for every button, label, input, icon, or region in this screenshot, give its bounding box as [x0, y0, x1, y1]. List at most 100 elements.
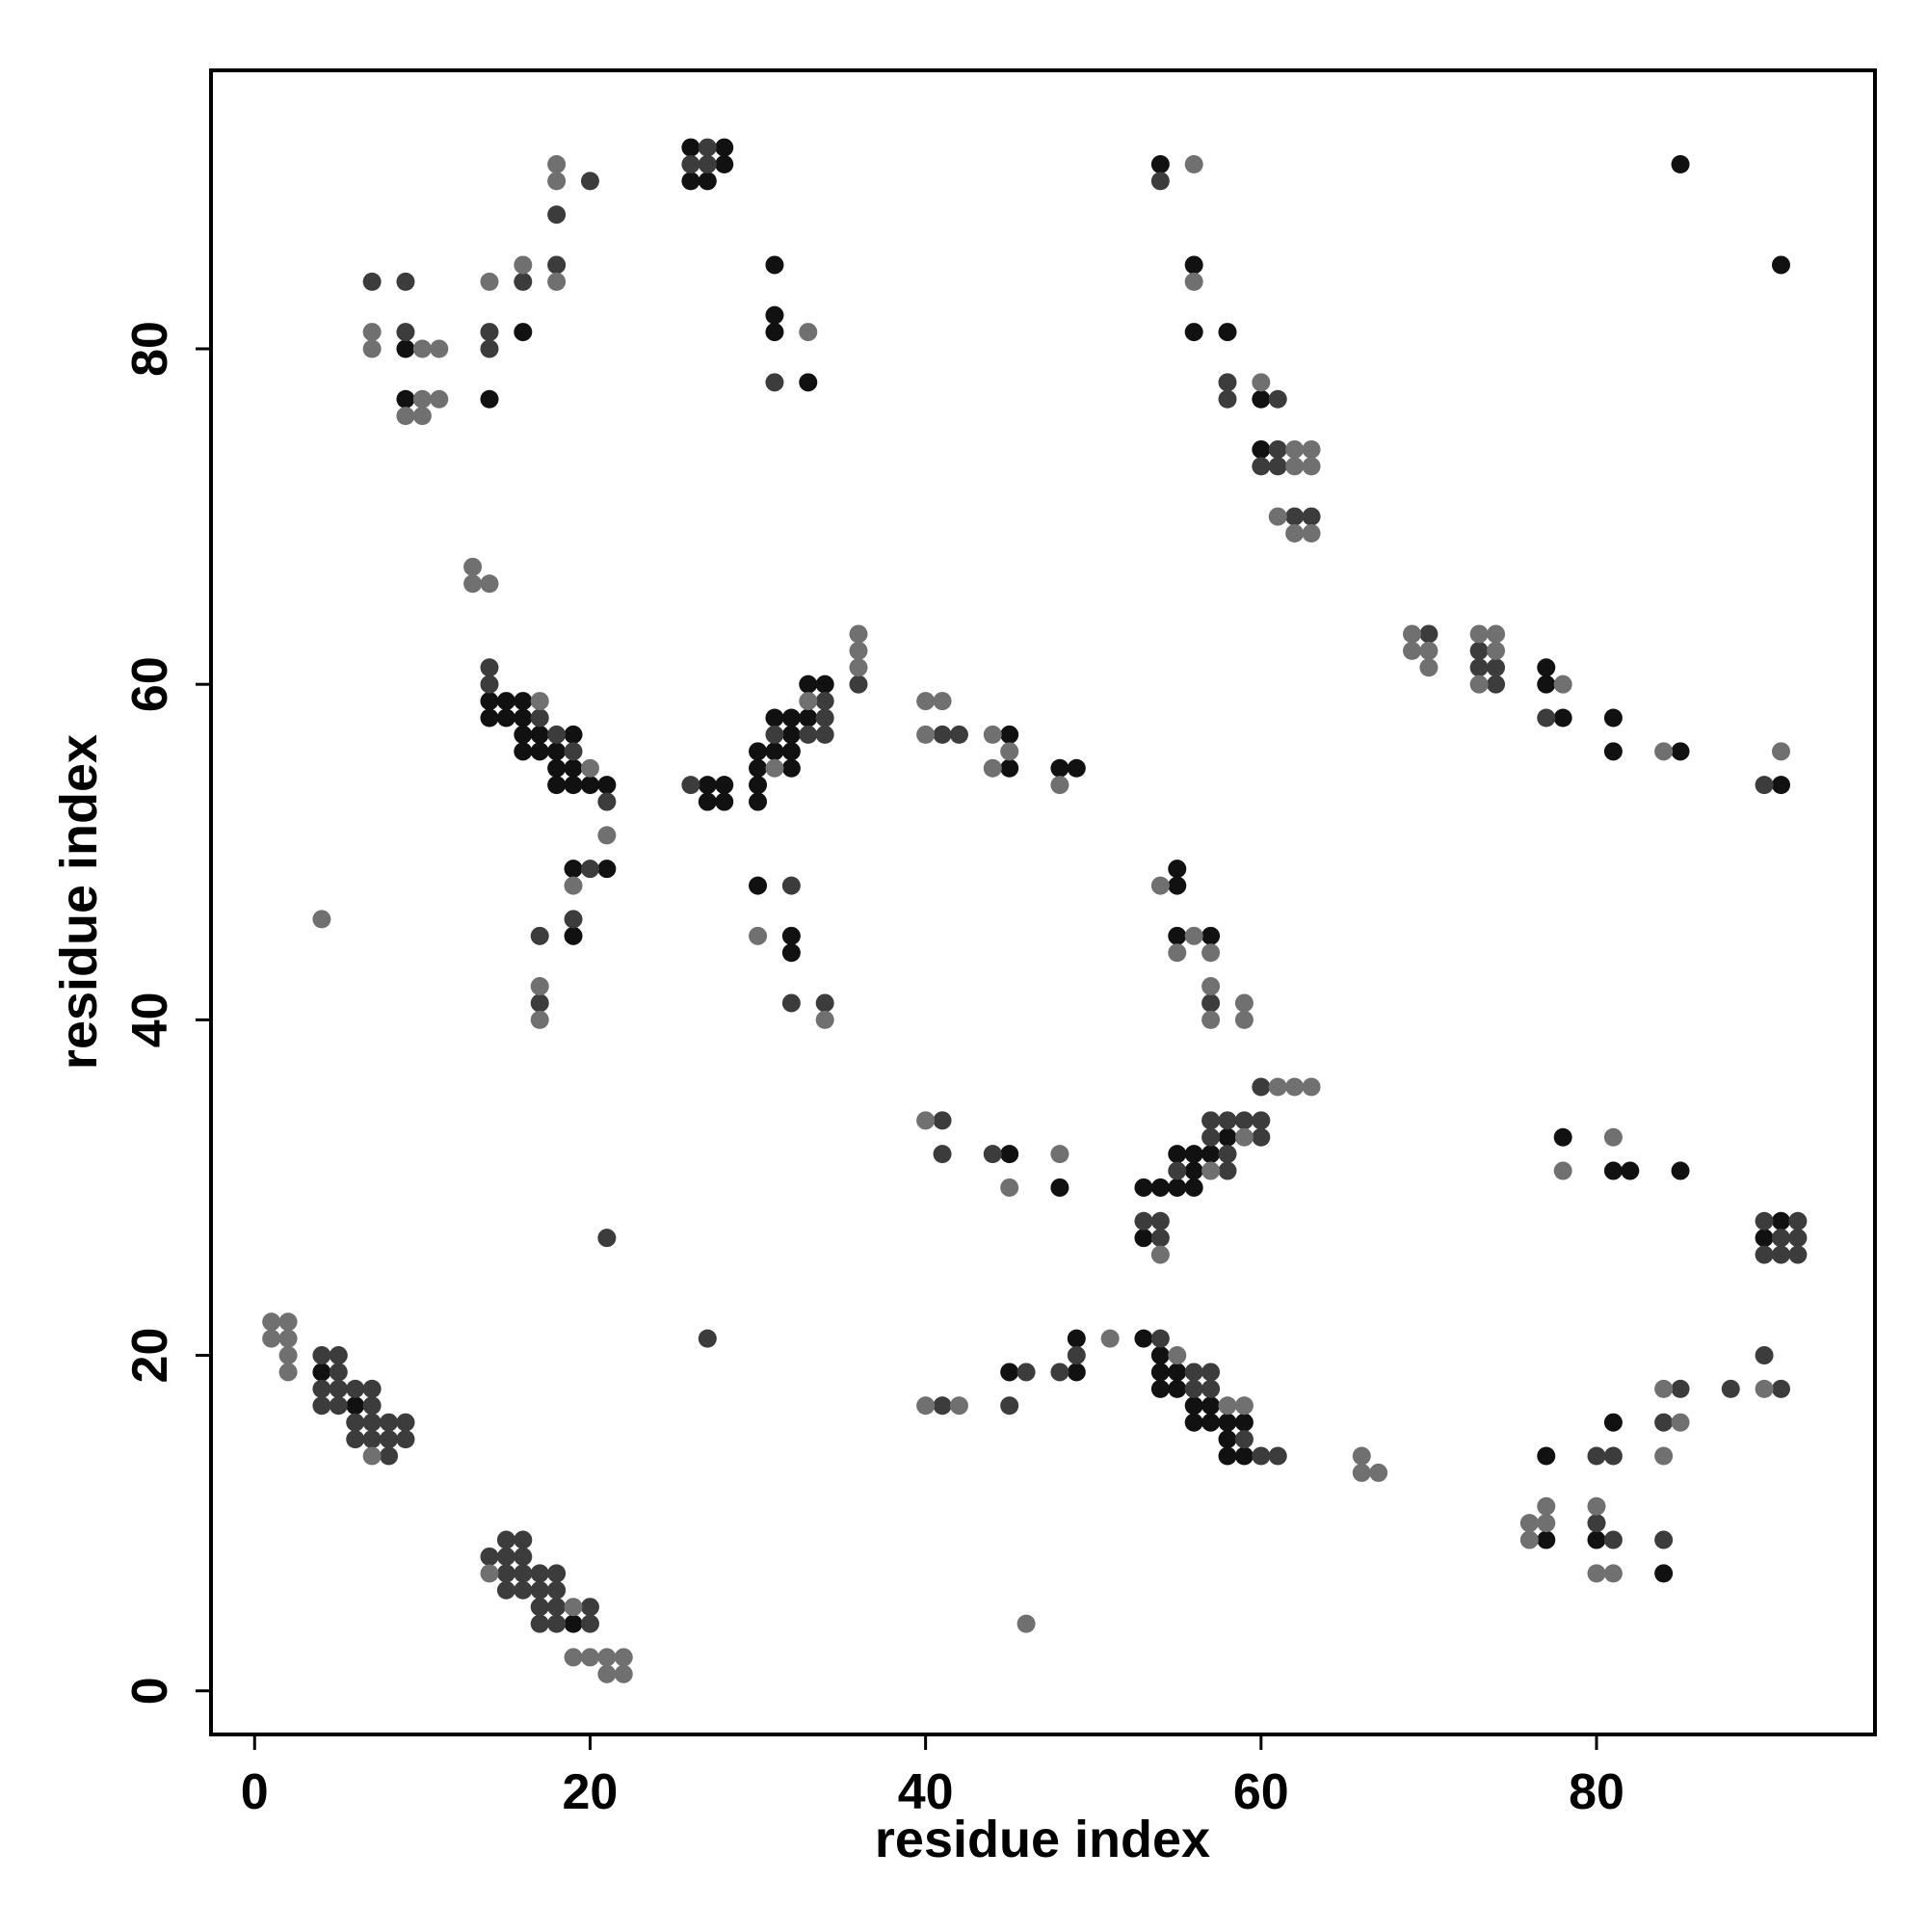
- scatter-point: [681, 776, 700, 795]
- scatter-point: [362, 1396, 382, 1416]
- scatter-point: [1352, 1446, 1371, 1466]
- scatter-point: [1772, 1379, 1791, 1398]
- y-tick-label: 40: [122, 992, 178, 1047]
- scatter-point: [380, 1446, 399, 1466]
- scatter-point: [514, 692, 533, 711]
- scatter-point: [1654, 1379, 1674, 1398]
- scatter-point: [346, 1430, 365, 1449]
- scatter-point: [564, 1614, 583, 1633]
- scatter-point: [1587, 1514, 1606, 1533]
- scatter-point: [1587, 1496, 1606, 1516]
- scatter-point: [1772, 1211, 1791, 1231]
- scatter-point: [799, 373, 818, 392]
- scatter-point: [380, 1413, 399, 1432]
- scatter-point: [1252, 373, 1271, 392]
- scatter-point: [564, 926, 583, 945]
- scatter-point: [597, 792, 617, 811]
- scatter-point: [715, 776, 734, 795]
- scatter-point: [1419, 624, 1439, 644]
- scatter-point: [1184, 154, 1203, 173]
- scatter-point: [1218, 1127, 1237, 1147]
- x-tick-label: 40: [898, 1764, 954, 1820]
- scatter-point: [715, 154, 734, 173]
- scatter-point: [1772, 742, 1791, 761]
- scatter-point: [1150, 1329, 1170, 1348]
- scatter-point: [799, 725, 818, 744]
- scatter-point: [312, 910, 331, 929]
- scatter-point: [1218, 1396, 1237, 1416]
- scatter-point: [514, 1530, 533, 1549]
- scatter-point: [1654, 742, 1674, 761]
- scatter-point: [799, 692, 818, 711]
- scatter-point: [1268, 439, 1287, 459]
- scatter-point: [1553, 675, 1572, 694]
- y-axis-title: residue index: [50, 734, 108, 1070]
- scatter-point: [715, 138, 734, 157]
- scatter-point: [1403, 624, 1422, 644]
- scatter-point: [1016, 1363, 1036, 1382]
- scatter-point: [1537, 658, 1556, 677]
- scatter-point: [698, 1329, 717, 1348]
- scatter-point: [514, 255, 533, 275]
- scatter-point: [1519, 1514, 1539, 1533]
- scatter-point: [580, 776, 599, 795]
- scatter-point: [1168, 1161, 1187, 1180]
- scatter-point: [362, 1413, 382, 1432]
- scatter-point: [547, 776, 567, 795]
- scatter-point: [1234, 1396, 1254, 1416]
- scatter-point: [1772, 776, 1791, 795]
- scatter-point: [480, 1547, 499, 1566]
- scatter-point: [597, 826, 617, 845]
- scatter-point: [781, 758, 801, 778]
- scatter-point: [496, 1530, 515, 1549]
- scatter-point: [1150, 1229, 1170, 1248]
- scatter-point: [1201, 1379, 1221, 1398]
- scatter-point: [1537, 708, 1556, 728]
- scatter-point: [1553, 1161, 1572, 1180]
- scatter-point: [1134, 1178, 1153, 1197]
- scatter-point: [765, 758, 784, 778]
- scatter-point: [1252, 439, 1271, 459]
- scatter-point: [1184, 926, 1203, 945]
- scatter-point: [597, 1229, 617, 1248]
- scatter-point: [312, 1379, 331, 1398]
- scatter-point: [1469, 641, 1489, 660]
- scatter-point: [1150, 1363, 1170, 1382]
- scatter-point: [1469, 675, 1489, 694]
- scatter-point: [1100, 1329, 1120, 1348]
- x-tick-label: 0: [241, 1764, 269, 1820]
- scatter-point: [480, 574, 499, 594]
- scatter-point: [496, 1547, 515, 1566]
- scatter-point: [1553, 708, 1572, 728]
- scatter-point: [749, 758, 768, 778]
- scatter-point: [278, 1346, 298, 1365]
- scatter-point: [614, 1648, 633, 1667]
- scatter-point: [547, 272, 567, 291]
- scatter-point: [547, 154, 567, 173]
- scatter-point: [1603, 1564, 1623, 1583]
- scatter-point: [362, 339, 382, 358]
- scatter-point: [362, 1446, 382, 1466]
- scatter-point: [1067, 1363, 1086, 1382]
- scatter-point: [1184, 272, 1203, 291]
- scatter-point: [580, 758, 599, 778]
- scatter-point: [1755, 1229, 1774, 1248]
- x-tick-label: 20: [563, 1764, 619, 1820]
- scatter-point: [1184, 1145, 1203, 1164]
- scatter-point: [564, 876, 583, 895]
- scatter-point: [1285, 457, 1305, 476]
- scatter-point: [312, 1396, 331, 1416]
- scatter-point: [547, 1580, 567, 1600]
- scatter-point: [749, 742, 768, 761]
- scatter-point: [1050, 1363, 1069, 1382]
- scatter-point: [1168, 943, 1187, 963]
- scatter-point: [514, 742, 533, 761]
- scatter-point: [799, 675, 818, 694]
- y-tick-label: 80: [122, 321, 178, 377]
- scatter-point: [1285, 507, 1305, 526]
- scatter-point: [514, 1547, 533, 1566]
- scatter-point: [530, 1580, 549, 1600]
- scatter-point: [1403, 641, 1422, 660]
- scatter-point: [815, 675, 834, 694]
- scatter-point: [1218, 323, 1237, 342]
